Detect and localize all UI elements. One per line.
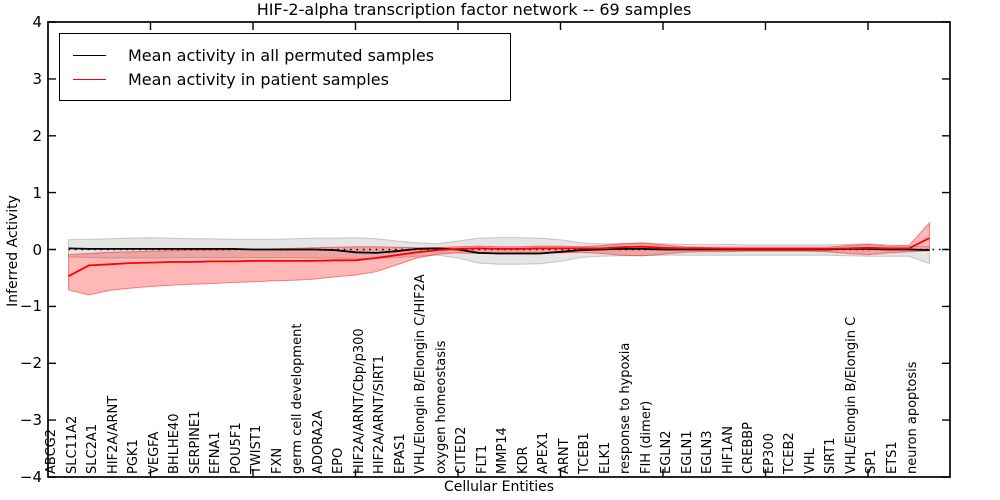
legend-line-black-icon <box>73 54 106 56</box>
y-tick-label: 2 <box>32 126 42 145</box>
entity-label: ADORA2A <box>310 410 326 474</box>
entity-label: HIF2A/ARNT <box>105 395 121 474</box>
y-tick-label: 4 <box>32 13 42 31</box>
y-tick-label: −1 <box>19 297 42 316</box>
x-axis-title: Cellular Entities <box>443 479 555 495</box>
entity-label: HIF1AN <box>720 426 736 474</box>
entity-label: VHL <box>802 448 818 474</box>
entity-label: CREBBP <box>741 422 756 474</box>
y-tick-label: 1 <box>32 183 42 202</box>
entity-label: SERPINE1 <box>187 410 203 474</box>
legend-item-permuted: Mean activity in all permuted samples <box>73 43 496 67</box>
entity-label: POU5F1 <box>228 422 244 474</box>
entity-label: ABCG2 <box>44 428 59 474</box>
entity-label: ARNT <box>556 438 572 474</box>
entity-label: TCEB2 <box>782 432 797 474</box>
entity-label: SLC11A2 <box>64 415 80 474</box>
entity-label: SP1 <box>864 449 879 474</box>
entity-label: response to hypoxia <box>618 342 633 474</box>
entity-label: APEX1 <box>536 431 551 474</box>
entity-label: BHLHE40 <box>167 413 182 474</box>
entity-label: TCEB1 <box>577 432 592 474</box>
y-tick-label: −2 <box>19 354 42 373</box>
entity-label: FIH (dimer) <box>638 400 654 474</box>
entity-label: EGLN3 <box>700 430 715 474</box>
entity-label: oxygen homeostasis <box>433 340 449 474</box>
entity-label: EGLN1 <box>679 430 695 474</box>
entity-label: MMP14 <box>495 427 510 474</box>
legend-line-red-icon <box>73 78 106 80</box>
entity-label: TWIST1 <box>249 424 264 474</box>
entity-label: VHL/Elongin B/Elongin C <box>843 316 859 474</box>
legend: Mean activity in all permuted samples Me… <box>59 33 511 101</box>
entity-label: PGK1 <box>126 439 141 474</box>
entity-label: FXN <box>269 447 285 474</box>
entity-label: VEGFA <box>146 431 162 474</box>
entity-label: EP300 <box>761 433 777 474</box>
entity-label: neuron apoptosis <box>905 361 920 475</box>
y-tick-label: −4 <box>19 468 42 486</box>
entity-label: HIF2A/ARNT/SIRT1 <box>372 355 387 474</box>
entity-label: HIF2A/ARNT/Cbp/p300 <box>351 328 367 474</box>
entity-label: EFNA1 <box>208 431 223 474</box>
entity-label: SLC2A1 <box>85 423 100 474</box>
entity-label: KDR <box>515 446 531 474</box>
y-tick-label: 0 <box>32 240 42 259</box>
y-tick-label: −3 <box>19 411 42 430</box>
entity-label: germ cell development <box>290 323 305 474</box>
entity-label: EGLN2 <box>659 430 674 474</box>
entity-label: FLT1 <box>474 444 490 474</box>
entity-label: ELK1 <box>597 441 613 474</box>
entity-label: EPAS1 <box>392 433 408 474</box>
legend-item-patient: Mean activity in patient samples <box>73 67 496 91</box>
chart-title: HIF-2-alpha transcription factor network… <box>256 0 692 19</box>
legend-label-patient: Mean activity in patient samples <box>128 69 389 89</box>
entity-label: ETS1 <box>884 441 900 474</box>
entity-label: VHL/Elongin B/Elongin C/HIF2A <box>413 274 428 474</box>
entity-label: EPO <box>331 447 346 474</box>
entity-label: CITED2 <box>454 426 469 474</box>
y-tick-label: 3 <box>32 69 42 88</box>
legend-label-permuted: Mean activity in all permuted samples <box>128 45 435 65</box>
entity-label: SIRT1 <box>823 437 838 474</box>
